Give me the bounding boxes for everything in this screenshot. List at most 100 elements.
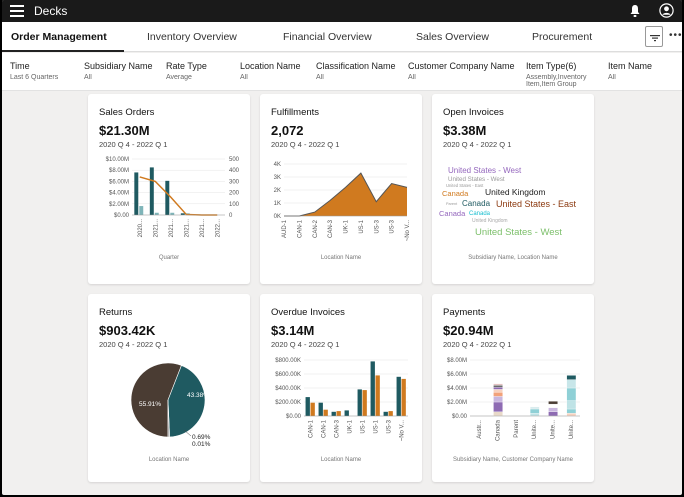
word-cloud-term: United Kingdom xyxy=(472,218,508,224)
bar xyxy=(149,167,154,215)
card-open-invoices[interactable]: Open Invoices $3.38M 2020 Q 4 - 2022 Q 1… xyxy=(432,94,594,284)
card-overdue-invoices[interactable]: Overdue Invoices $3.14M 2020 Q 4 - 2022 … xyxy=(260,294,422,482)
y-tick-label: $4.00M xyxy=(447,386,467,392)
pie-label: 0.01% xyxy=(192,441,211,448)
filter-customer-company-name[interactable]: Customer Company Name All xyxy=(408,61,515,81)
bar xyxy=(310,402,315,416)
card-returns[interactable]: Returns $903.42K 2020 Q 4 - 2022 Q 1 55.… xyxy=(88,294,250,482)
card-value: $3.14M xyxy=(271,323,315,338)
filter-rate-type[interactable]: Rate Type Average xyxy=(166,61,207,81)
card-period: 2020 Q 4 - 2022 Q 1 xyxy=(271,140,340,149)
x-tick-label: US-1 xyxy=(374,419,380,433)
y-tick-label: $0.00 xyxy=(114,213,130,219)
word-cloud-term: United States - East xyxy=(446,183,484,188)
card-value: 2,072 xyxy=(271,123,304,138)
pie-slice xyxy=(130,362,182,438)
area-outline xyxy=(284,172,408,217)
stacked-bar-segment xyxy=(566,408,577,414)
active-tab-indicator xyxy=(2,50,124,52)
card-sales-orders[interactable]: Sales Orders $21.30M 2020 Q 4 - 2022 Q 1… xyxy=(88,94,250,284)
stacked-bar-segment xyxy=(548,401,558,405)
pie-slice xyxy=(167,399,170,438)
stacked-bar-segment xyxy=(566,413,577,417)
filter-item-name[interactable]: Item Name All xyxy=(608,61,653,81)
tab-inventory-overview[interactable]: Inventory Overview xyxy=(147,31,237,43)
bar xyxy=(375,375,380,416)
y2-tick-label: 100 xyxy=(229,202,240,208)
more-options-icon[interactable]: ••• xyxy=(669,30,682,41)
bar xyxy=(170,212,175,215)
x-tick-label: 2021... xyxy=(184,219,190,238)
word-cloud-term: Canada xyxy=(439,209,466,218)
bar xyxy=(388,411,393,416)
y2-tick-label: 400 xyxy=(229,168,240,174)
word-cloud-term: United States - East xyxy=(496,199,577,209)
card-value: $3.38M xyxy=(443,123,487,138)
word-cloud-term: United Kingdom xyxy=(485,187,545,197)
tab-procurement[interactable]: Procurement xyxy=(532,31,593,43)
stacked-bar-segment xyxy=(566,387,577,401)
x-tick-label: US-3 xyxy=(387,419,393,433)
x-tick-label: 2022... xyxy=(215,219,221,238)
bar xyxy=(401,378,406,416)
x-tick-label: 2021... xyxy=(200,219,206,238)
stacked-bar-segment xyxy=(493,396,503,403)
card-title: Overdue Invoices xyxy=(271,307,345,318)
stacked-bar-segment xyxy=(493,411,503,417)
y-tick-label: $4.00M xyxy=(109,191,129,197)
stacked-bar-segment xyxy=(566,379,577,389)
filter-classification-name[interactable]: Classification Name All xyxy=(316,61,396,81)
chart-caption: Location Name xyxy=(148,457,190,463)
x-tick-label: UK-1 xyxy=(348,419,354,433)
x-tick-label: US-1 xyxy=(361,419,367,433)
stacked-bar-segment xyxy=(493,383,503,386)
y-tick-label: $800.00K xyxy=(275,358,301,364)
bar xyxy=(396,376,401,416)
y-tick-label: 2K xyxy=(274,188,281,194)
card-fulfillments[interactable]: Fulfillments 2,072 2020 Q 4 - 2022 Q 1 4… xyxy=(260,94,422,284)
filter-subsidiary-name[interactable]: Subsidiary Name All xyxy=(84,61,153,81)
card-period: 2020 Q 4 - 2022 Q 1 xyxy=(271,340,340,349)
tab-order-management[interactable]: Order Management xyxy=(11,31,107,43)
bar xyxy=(134,172,139,215)
x-tick-label: 2020... xyxy=(138,219,144,238)
filter-item-type[interactable]: Item Type(6) Assembly,Inventory Item,Item… xyxy=(526,61,587,88)
filter-icon xyxy=(650,35,660,42)
bar xyxy=(154,212,159,215)
x-tick-label: US-1 xyxy=(359,219,365,233)
bar xyxy=(323,409,328,416)
y-tick-label: $10.00M xyxy=(106,157,129,163)
filter-location-name[interactable]: Location Name All xyxy=(240,61,301,81)
user-avatar-icon[interactable] xyxy=(659,3,674,18)
filter-button[interactable] xyxy=(645,26,663,47)
payments-chart: $8.00M $6.00M $4.00M $2.00M $0.00 Austr... Can… xyxy=(447,358,580,441)
filter-time[interactable]: Time Last 6 Quarters xyxy=(10,61,59,81)
x-tick-label: Unite... xyxy=(532,420,538,439)
stacked-bar-segment xyxy=(548,407,558,412)
bar xyxy=(318,402,323,416)
filter-bar: Time Last 6 Quarters Subsidiary Name All R… xyxy=(2,53,682,91)
y2-tick-label: 300 xyxy=(229,179,240,185)
card-payments[interactable]: Payments $20.94M 2020 Q 4 - 2022 Q 1 $8.… xyxy=(432,294,594,482)
word-cloud-term: United States - West xyxy=(448,166,522,175)
stacked-bar-segment xyxy=(529,408,540,414)
bell-icon[interactable] xyxy=(629,4,641,18)
tab-sales-overview[interactable]: Sales Overview xyxy=(416,31,489,43)
y-tick-label: $0.00 xyxy=(452,414,468,420)
y-tick-label: $6.00M xyxy=(447,372,467,378)
x-tick-label: Unite... xyxy=(569,420,575,439)
card-period: 2020 Q 4 - 2022 Q 1 xyxy=(99,340,168,349)
y-tick-label: 4K xyxy=(274,162,281,168)
bar xyxy=(305,397,310,416)
word-cloud-term: Canada xyxy=(462,199,491,208)
x-tick-label: Canada xyxy=(496,419,502,441)
tab-financial-overview[interactable]: Financial Overview xyxy=(283,31,372,43)
y-tick-label: $2.00M xyxy=(109,202,129,208)
x-tick-label: AUD-1 xyxy=(282,219,288,238)
hamburger-menu-icon[interactable] xyxy=(10,5,24,17)
bar xyxy=(362,390,367,416)
stacked-bar-segment xyxy=(493,387,503,390)
x-tick-label: Parent xyxy=(514,420,520,438)
card-title: Fulfillments xyxy=(271,107,320,118)
